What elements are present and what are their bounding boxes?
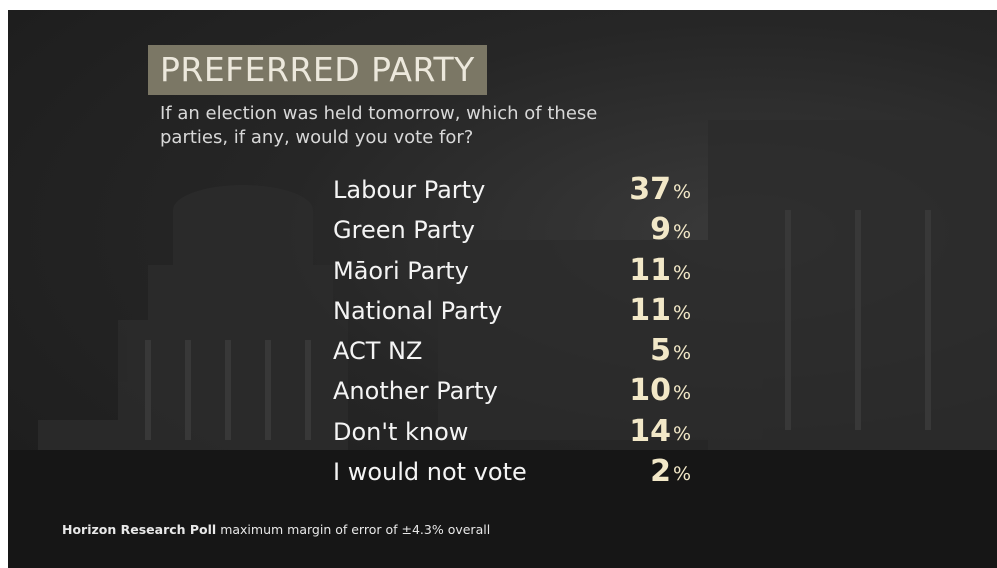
party-name: Another Party [333, 377, 498, 406]
source: Horizon Research Poll [62, 522, 217, 537]
percent-sign: % [673, 261, 692, 284]
subtitle: If an election was held tomorrow, which … [160, 103, 598, 148]
percent-sign: % [673, 463, 692, 486]
party-name: Labour Party [333, 176, 486, 204]
percent-sign: % [673, 181, 692, 203]
poll-card: PREFERRED PARTY If an election was held … [8, 10, 997, 568]
result-row: Another Party 10% [333, 373, 713, 413]
note: maximum margin of error of ±4.3% overall [220, 522, 491, 537]
party-name: Don't know [333, 417, 469, 446]
party-name: National Party [333, 296, 503, 325]
footer: Horizon Research Poll maximum margin of … [62, 522, 490, 537]
party-name: I would not vote [333, 458, 527, 487]
party-name: Māori Party [333, 256, 469, 285]
percent-value: 14 [629, 413, 671, 449]
party-name: ACT NZ [333, 337, 423, 366]
result-row: Green Party 9% [333, 212, 713, 252]
result-row: Don't know 14% [333, 414, 713, 454]
title: PREFERRED PARTY [148, 45, 487, 95]
percent-value: 37 [629, 172, 671, 207]
percent-sign: % [673, 422, 692, 445]
results-list: Labour Party 37% Green Party 9% Māori Party 1… [333, 172, 713, 494]
result-row: National Party 11% [333, 293, 713, 333]
result-row: Labour Party 37% [333, 172, 713, 212]
percent-value: 9 [650, 212, 671, 248]
percent-value: 2 [650, 454, 671, 490]
percent-sign: % [673, 301, 692, 324]
result-row: I would not vote 2% [333, 454, 713, 494]
party-name: Green Party [333, 216, 475, 245]
percent-sign: % [673, 342, 692, 365]
percent-sign: % [673, 382, 692, 405]
percent-value: 5 [650, 333, 671, 369]
background-building [8, 120, 997, 568]
percent-value: 11 [629, 252, 671, 288]
percent-value: 11 [629, 292, 671, 328]
percent-value: 10 [629, 373, 671, 409]
result-row: ACT NZ 5% [333, 333, 713, 373]
percent-sign: % [673, 221, 692, 244]
result-row: Māori Party 11% [333, 253, 713, 293]
